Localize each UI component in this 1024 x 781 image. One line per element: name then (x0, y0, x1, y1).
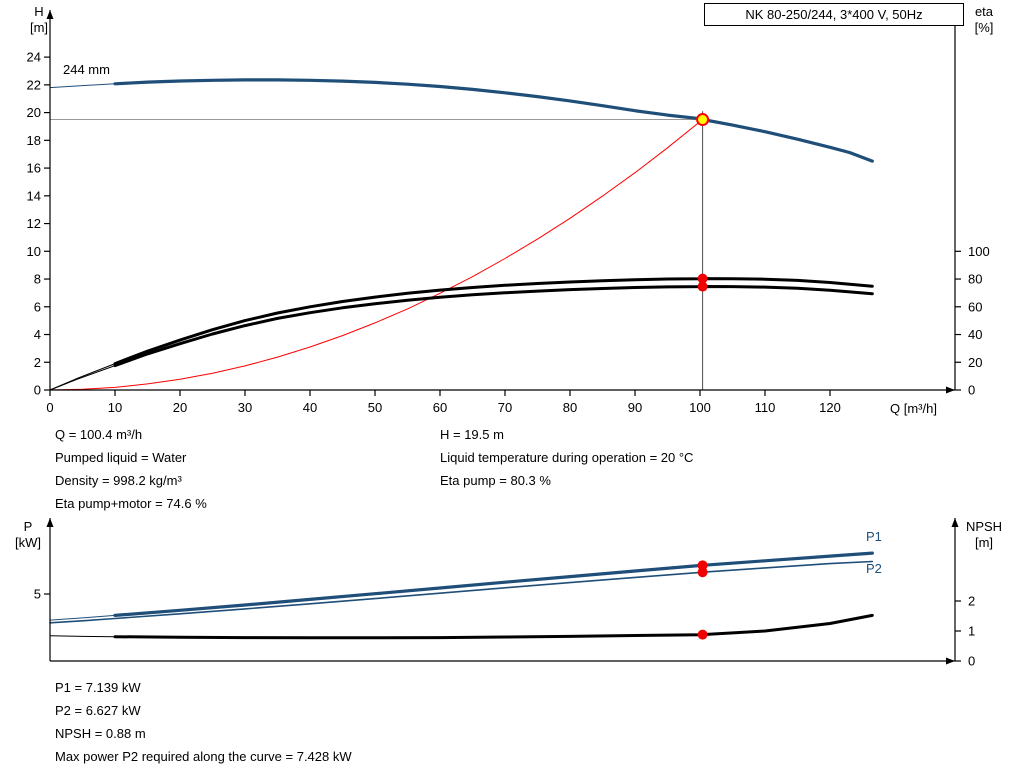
eta-axis-title: eta [%] (962, 4, 1006, 36)
npsh-point (697, 629, 708, 640)
p1-value-text: P1 = 7.139 kW (55, 680, 141, 695)
qh-eta-chart: 0 10 20 30 40 50 60 70 80 90 100 110 120024681012141… (27, 10, 990, 415)
density-text: Density = 998.2 kg/m³ (55, 473, 182, 488)
left-tick-label: 12 (27, 216, 41, 231)
x-tick-label: 80 (563, 400, 577, 415)
npsh-axis-title-line1: NPSH (965, 519, 1003, 534)
operating-data-right-column: H = 19.5 m Liquid temperature during ope… (440, 423, 693, 492)
x-tick-label: 110 (755, 400, 776, 415)
impeller-size-label: 244 mm (63, 62, 110, 77)
pumped-liquid-text: Pumped liquid = Water (55, 450, 187, 465)
h-axis-title-line2: [m] (29, 20, 49, 35)
eta-pump-motor-curve-tail (49, 365, 116, 391)
right-tick-label: 40 (968, 327, 982, 342)
left-tick-label: 14 (27, 188, 41, 203)
left-tick-label: 6 (34, 299, 41, 314)
left-tick-label: 5 (34, 587, 41, 602)
left-tick-label: 16 (27, 161, 41, 176)
eta-pump-motor-curve (113, 285, 874, 368)
h-axis-title-line1: H (34, 4, 44, 19)
left-tick-label: 22 (27, 77, 41, 92)
p1-curve-label: P1 (866, 529, 882, 544)
p2-curve (49, 560, 874, 624)
p2-value-text: P2 = 6.627 kW (55, 703, 141, 718)
right-tick-label: 1 (968, 624, 975, 639)
x-tick-label: 50 (368, 400, 382, 415)
power-npsh-chart: 5 0 1 2 P1 P2 (34, 518, 975, 669)
left-tick-label: 20 (27, 105, 41, 120)
axis-arrow (946, 386, 955, 394)
npsh-axis-title-line2: [m] (974, 535, 994, 550)
h-value-text: H = 19.5 m (440, 427, 504, 442)
q-axis-title: Q [m³/h] (890, 401, 937, 416)
system-curve (49, 119, 704, 391)
x-tick-label: 20 (173, 400, 187, 415)
x-tick-label: 40 (303, 400, 317, 415)
left-tick-label: 18 (27, 133, 41, 148)
liquid-temperature-text: Liquid temperature during operation = 20… (440, 450, 694, 465)
eta-pump-motor-text: Eta pump+motor = 74.6 % (55, 496, 207, 511)
npsh-curve (113, 613, 874, 640)
head-curve-244mm-tail (49, 83, 116, 89)
eta-pump-motor-point (697, 281, 708, 292)
right-tick-label: 60 (968, 299, 982, 314)
eta-pump-curve (113, 277, 874, 366)
p2-point (697, 567, 708, 578)
p1-curve (113, 551, 874, 617)
eta-axis-title-line1: eta (974, 4, 994, 19)
x-tick-label: 70 (498, 400, 512, 415)
duty-point (696, 113, 710, 127)
x-tick-label: 120 (819, 400, 841, 415)
x-tick-label: 0 (46, 400, 53, 415)
x-tick-label: 10 (108, 400, 122, 415)
left-tick-label: 24 (27, 50, 41, 65)
max-power-text: Max power P2 required along the curve = … (55, 749, 352, 764)
h-axis-title: H [m] (20, 4, 58, 36)
operating-data-left-column: Q = 100.4 m³/h Pumped liquid = Water Den… (55, 423, 207, 515)
p-axis-title: P [kW] (8, 519, 48, 551)
x-tick-label: 30 (238, 400, 252, 415)
q-value-text: Q = 100.4 m³/h (55, 427, 143, 442)
p1-curve-tail (49, 614, 116, 621)
right-tick-label: 80 (968, 272, 982, 287)
p-axis-title-line1: P (23, 519, 33, 534)
p1-point (697, 560, 708, 571)
left-tick-label: 8 (34, 272, 41, 287)
axis-arrow (46, 10, 54, 19)
eta-pump-text: Eta pump = 80.3 % (440, 473, 551, 488)
left-tick-label: 2 (34, 355, 41, 370)
npsh-axis-title: NPSH [m] (958, 519, 1010, 551)
p2-curve-label: P2 (866, 561, 882, 576)
eta-axis-title-line2: [%] (974, 20, 994, 35)
head-curve-244mm (113, 78, 874, 163)
axis-arrow (46, 518, 54, 527)
pump-title-box: NK 80-250/244, 3*400 V, 50Hz (704, 3, 964, 26)
axis-arrow (951, 518, 959, 527)
left-tick-label: 10 (27, 244, 41, 259)
left-tick-label: 0 (34, 383, 41, 398)
right-tick-label: 100 (968, 244, 990, 259)
right-tick-label: 20 (968, 355, 982, 370)
right-tick-label: 0 (968, 654, 975, 669)
p-axis-title-line2: [kW] (15, 535, 41, 550)
right-tick-label: 0 (968, 383, 975, 398)
eta-pump-point (697, 273, 708, 284)
right-tick-label: 2 (968, 594, 975, 609)
x-tick-label: 100 (689, 400, 711, 415)
axis-arrow (946, 657, 955, 665)
power-results-block: P1 = 7.139 kW P2 = 6.627 kW NPSH = 0.88 … (55, 676, 352, 768)
x-tick-label: 90 (628, 400, 642, 415)
npsh-curve-tail (49, 635, 116, 638)
npsh-value-text: NPSH = 0.88 m (55, 726, 146, 741)
x-tick-label: 60 (433, 400, 447, 415)
left-tick-label: 4 (34, 327, 41, 342)
